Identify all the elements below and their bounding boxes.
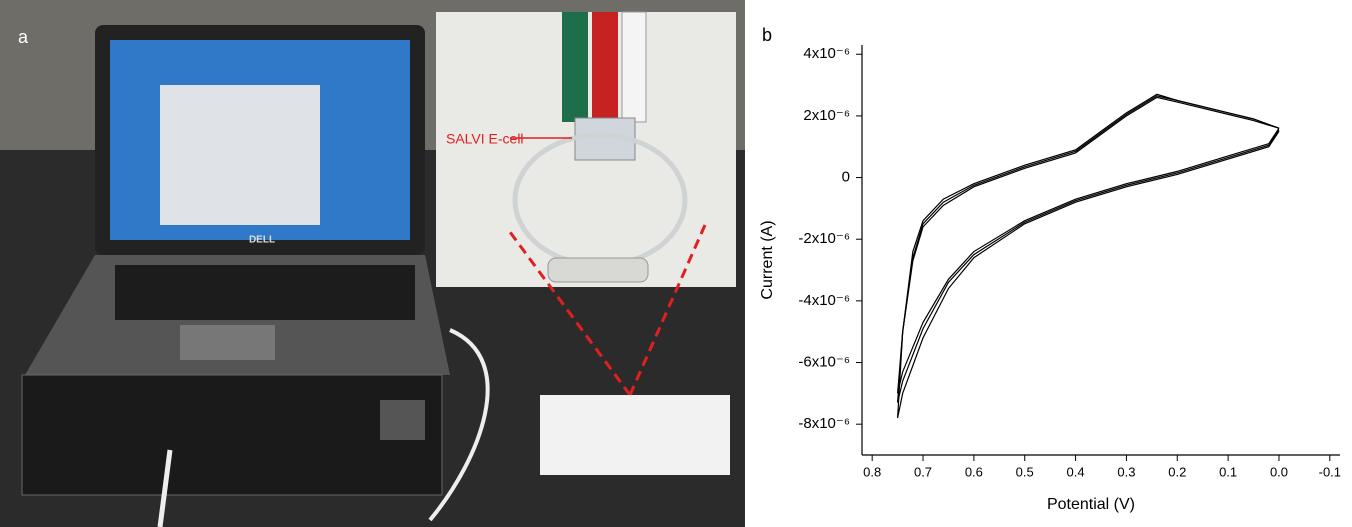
- x-tick-label: 0.8: [863, 464, 881, 479]
- keyboard: [115, 265, 415, 320]
- usb-cable: [157, 449, 173, 527]
- software-window: [160, 85, 320, 225]
- y-tick-label: 0: [842, 169, 850, 186]
- y-axis-label: Current (A): [759, 220, 776, 299]
- x-tick-label: 0.1: [1219, 464, 1237, 479]
- y-tick-label: -8x10⁻⁶: [798, 415, 850, 432]
- x-tick-label: 0.7: [914, 464, 932, 479]
- photo: SALVI E-cell DELL a: [0, 0, 745, 527]
- x-tick-label: 0.3: [1117, 464, 1135, 479]
- x-tick-label: 0.2: [1168, 464, 1186, 479]
- panel-label: a: [18, 27, 29, 47]
- cv-curve: [896, 96, 1280, 394]
- annotation: SALVI E-cell: [446, 131, 524, 147]
- x-tick-label: 0.4: [1067, 464, 1085, 479]
- red-clip: [592, 12, 618, 122]
- y-tick-label: 2x10⁻⁶: [803, 107, 850, 124]
- cable: [428, 328, 490, 522]
- x-axis-label: Potential (V): [1047, 496, 1135, 513]
- connector: [547, 257, 649, 283]
- wipe: [540, 395, 730, 475]
- x-tick-label: -0.1: [1319, 464, 1341, 479]
- y-tick-label: -4x10⁻⁶: [798, 292, 850, 309]
- cv-curve: [896, 93, 1280, 419]
- x-tick-label: 0.6: [965, 464, 983, 479]
- y-tick-label: -6x10⁻⁶: [798, 353, 850, 370]
- x-tick-label: 0.0: [1270, 464, 1288, 479]
- cv-curve: [896, 95, 1280, 403]
- y-tick-label: -2x10⁻⁶: [798, 230, 850, 247]
- touchpad: [180, 325, 275, 360]
- fan: [380, 400, 425, 440]
- y-tick-label: 4x10⁻⁶: [803, 45, 850, 62]
- x-tick-label: 0.5: [1016, 464, 1034, 479]
- white-clip: [621, 11, 647, 123]
- green-clip: [562, 12, 588, 122]
- brand: DELL: [249, 235, 275, 246]
- panel-label: b: [762, 25, 772, 45]
- potentiostat: [21, 374, 443, 496]
- dashed-arrow: [508, 231, 632, 396]
